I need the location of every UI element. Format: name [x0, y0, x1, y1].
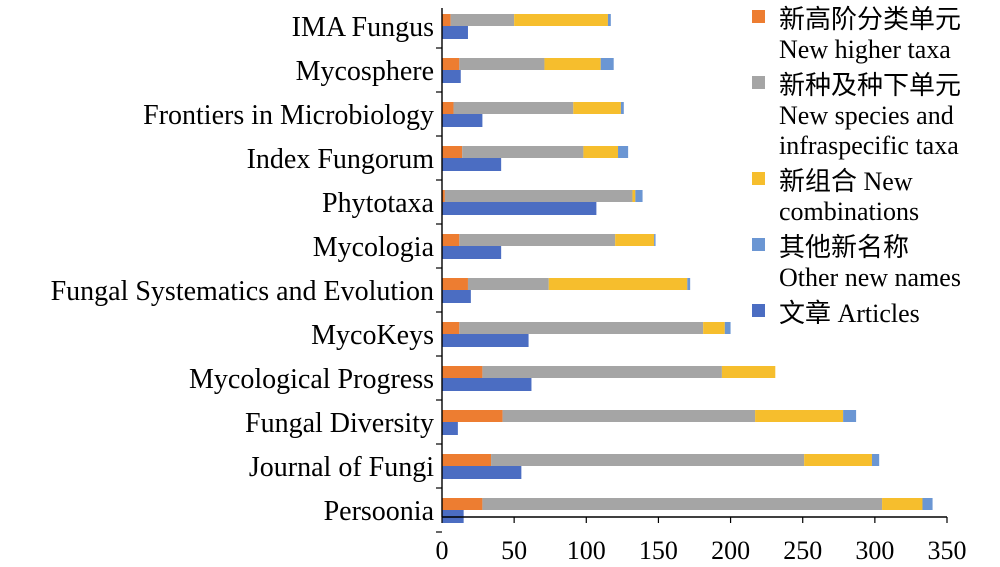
- bar-index-fungorum-series-3: [583, 146, 619, 158]
- x-tick-label-350: 350: [928, 536, 967, 565]
- bar-mycological-progress-series-3: [721, 366, 776, 378]
- category-label-persoonia: Persoonia: [324, 496, 435, 527]
- category-label-mycosphere: Mycosphere: [296, 56, 434, 87]
- legend-label-5-line-1: 文章 Articles: [779, 299, 920, 328]
- bar-fungal-diversity-series-3: [755, 410, 844, 422]
- bar-fungal-systematics-and-evolution-series-2: [467, 278, 549, 290]
- bar-fungal-diversity-series-2: [502, 410, 756, 422]
- x-tick-label-150: 150: [639, 536, 678, 565]
- x-tick-label-300: 300: [855, 536, 894, 565]
- bar-phytotaxa-series-3: [632, 190, 636, 202]
- legend-label-2-line-1: 新种及种下单元: [779, 71, 961, 100]
- bar-mycologia-series-4: [654, 234, 656, 246]
- bar-journal-of-fungi-series-4: [871, 454, 880, 466]
- bar-journal-of-fungi-series-2: [491, 454, 805, 466]
- bar-mycokeys-series-1: [442, 322, 460, 334]
- bar-mycokeys-series-3: [703, 322, 725, 334]
- bar-index-fungorum-series-1: [442, 146, 463, 158]
- bar-fungal-diversity-series-1: [442, 410, 503, 422]
- bar-fungal-systematics-and-evolution-series-4: [687, 278, 691, 290]
- bar-ima-fungus-series-1: [442, 14, 451, 26]
- bar-fungal-systematics-and-evolution-series-3: [548, 278, 688, 290]
- bar-phytotaxa-articles: [442, 202, 597, 215]
- bar-fungal-diversity-articles: [442, 422, 458, 435]
- bar-index-fungorum-series-2: [462, 146, 584, 158]
- bar-persoonia-series-4: [922, 498, 933, 510]
- bar-mycological-progress-series-2: [482, 366, 722, 378]
- category-label-mycokeys: MycoKeys: [311, 320, 434, 351]
- bar-mycologia-articles: [442, 246, 502, 259]
- bar-ima-fungus-series-4: [607, 14, 611, 26]
- bar-mycokeys-series-4: [724, 322, 731, 334]
- bar-fungal-systematics-and-evolution-articles: [442, 290, 471, 303]
- legend-label-3-line-1: 新组合 New: [779, 167, 913, 196]
- legend-label-2-line-3: infraspecific taxa: [779, 131, 959, 160]
- bar-persoonia-series-2: [482, 498, 883, 510]
- bars-layer: [442, 14, 933, 523]
- bar-persoonia-series-3: [882, 498, 923, 510]
- bar-mycosphere-articles: [442, 70, 461, 83]
- category-label-journal-of-fungi: Journal of Fungi: [249, 452, 434, 483]
- bar-mycosphere-series-4: [600, 58, 614, 70]
- bar-phytotaxa-series-4: [635, 190, 643, 202]
- bar-index-fungorum-articles: [442, 158, 502, 171]
- category-label-frontiers-in-microbiology: Frontiers in Microbiology: [143, 100, 434, 131]
- bar-mycokeys-articles: [442, 334, 529, 347]
- bar-ima-fungus-series-3: [514, 14, 608, 26]
- bar-fungal-diversity-series-4: [843, 410, 857, 422]
- legend-label-4-line-2: Other new names: [779, 263, 961, 292]
- category-label-mycologia: Mycologia: [313, 232, 435, 263]
- x-tick-label-250: 250: [783, 536, 822, 565]
- bar-mycosphere-series-1: [442, 58, 460, 70]
- bar-fungal-systematics-and-evolution-series-1: [442, 278, 468, 290]
- x-tick-label-50: 50: [501, 536, 527, 565]
- category-labels: IMA Fungus Mycosphere Frontiers in Microbi…: [51, 12, 435, 527]
- legend-swatch-5: [752, 304, 765, 317]
- category-label-fungal-diversity: Fungal Diversity: [245, 408, 434, 439]
- category-label-ima-fungus: IMA Fungus: [292, 12, 434, 43]
- bar-mycological-progress-articles: [442, 378, 532, 391]
- bar-mycologia-series-2: [459, 234, 616, 246]
- bar-ima-fungus-articles: [442, 26, 468, 39]
- category-label-phytotaxa: Phytotaxa: [322, 188, 435, 219]
- legend-label-4-line-1: 其他新名称: [779, 233, 909, 262]
- x-tick-label-100: 100: [567, 536, 606, 565]
- legend-label-2-line-2: New species and: [779, 101, 954, 130]
- bar-journal-of-fungi-articles: [442, 466, 522, 479]
- legend-label-3-line-2: combinations: [779, 197, 919, 226]
- x-tick-labels: 0 50 100 150 200 250 300 350: [436, 536, 967, 565]
- legend-swatch-3: [752, 172, 765, 185]
- category-label-fungal-systematics-and-evolution: Fungal Systematics and Evolution: [51, 276, 434, 307]
- legend-swatch-1: [752, 10, 765, 23]
- bar-journal-of-fungi-series-1: [442, 454, 492, 466]
- legend-swatch-4: [752, 238, 765, 251]
- legend-swatch-2: [752, 76, 765, 89]
- bar-mycosphere-series-3: [544, 58, 601, 70]
- bar-mycological-progress-series-1: [442, 366, 483, 378]
- bar-mycologia-series-1: [442, 234, 460, 246]
- category-label-index-fungorum: Index Fungorum: [247, 144, 435, 175]
- bar-mycologia-series-3: [615, 234, 655, 246]
- bar-index-fungorum-series-4: [618, 146, 629, 158]
- x-tick-label-200: 200: [711, 536, 750, 565]
- bar-ima-fungus-series-2: [450, 14, 515, 26]
- bar-frontiers-in-microbiology-series-2: [453, 102, 574, 114]
- legend-label-1-line-2: New higher taxa: [779, 35, 951, 64]
- bar-frontiers-in-microbiology-series-4: [620, 102, 624, 114]
- category-label-mycological-progress: Mycological Progress: [189, 364, 434, 395]
- bar-journal-of-fungi-series-3: [804, 454, 872, 466]
- bar-mycosphere-series-2: [459, 58, 545, 70]
- bar-mycokeys-series-2: [459, 322, 704, 334]
- bar-phytotaxa-series-1: [442, 190, 445, 202]
- legend-label-1-line-1: 新高阶分类单元: [779, 5, 961, 34]
- bar-frontiers-in-microbiology-series-3: [573, 102, 621, 114]
- bar-phytotaxa-series-2: [444, 190, 633, 202]
- bar-frontiers-in-microbiology-series-1: [442, 102, 454, 114]
- x-tick-label-0: 0: [436, 536, 449, 565]
- bar-frontiers-in-microbiology-articles: [442, 114, 483, 127]
- axes-layer: [436, 8, 948, 533]
- bar-persoonia-series-1: [442, 498, 483, 510]
